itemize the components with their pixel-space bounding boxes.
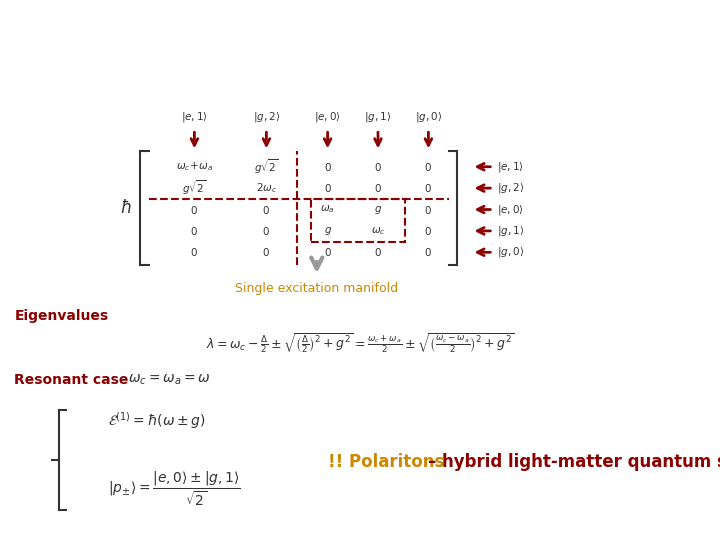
Text: $|e,1\rangle$: $|e,1\rangle$ (497, 160, 523, 174)
Text: $0$: $0$ (324, 246, 331, 258)
Text: $\hbar$: $\hbar$ (120, 199, 132, 217)
Text: $0$: $0$ (191, 225, 198, 237)
Text: $g\sqrt{2}$: $g\sqrt{2}$ (254, 158, 279, 176)
Text: $0$: $0$ (374, 161, 382, 173)
Text: $|g,1\rangle$: $|g,1\rangle$ (497, 224, 524, 238)
Text: !! Polaritons: !! Polaritons (328, 453, 444, 471)
Text: $|g,0\rangle$: $|g,0\rangle$ (415, 111, 442, 125)
Text: $|e,0\rangle$: $|e,0\rangle$ (314, 111, 341, 125)
Text: $g$: $g$ (374, 204, 382, 215)
Text: $0$: $0$ (191, 204, 198, 215)
Text: $0$: $0$ (374, 246, 382, 258)
Text: $\omega_c\!+\!\omega_a$: $\omega_c\!+\!\omega_a$ (176, 160, 213, 173)
Text: $0$: $0$ (324, 182, 331, 194)
Text: $|g,0\rangle$: $|g,0\rangle$ (497, 245, 524, 259)
Text: $g$: $g$ (323, 225, 332, 237)
Text: $|g,1\rangle$: $|g,1\rangle$ (364, 111, 392, 125)
Text: $0$: $0$ (425, 161, 432, 173)
Text: $0$: $0$ (425, 225, 432, 237)
Text: $\omega_c = \omega_a = \omega$: $\omega_c = \omega_a = \omega$ (128, 373, 210, 387)
Text: $0$: $0$ (425, 246, 432, 258)
Text: $0$: $0$ (263, 225, 270, 237)
Text: Eigenvalues: Eigenvalues (14, 309, 109, 323)
Text: $|g,2\rangle$: $|g,2\rangle$ (497, 181, 524, 195)
Text: $|e,0\rangle$: $|e,0\rangle$ (497, 202, 523, 217)
Text: $2\omega_c$: $2\omega_c$ (256, 181, 277, 195)
Text: $|e,1\rangle$: $|e,1\rangle$ (181, 111, 208, 125)
Text: $\omega_c$: $\omega_c$ (371, 225, 385, 237)
Text: $\omega_a$: $\omega_a$ (320, 204, 335, 215)
Text: $\mathcal{E}^{(1)} = \hbar(\omega \pm g)$: $\mathcal{E}^{(1)} = \hbar(\omega \pm g)… (108, 410, 206, 431)
Text: $0$: $0$ (324, 161, 331, 173)
Text: $0$: $0$ (425, 182, 432, 194)
Text: $0$: $0$ (191, 246, 198, 258)
Text: $0$: $0$ (263, 246, 270, 258)
Text: – hybrid light-matter quantum states: – hybrid light-matter quantum states (428, 453, 720, 471)
Text: The Jaynes-Cummings Hamiltonian: The Jaynes-Cummings Hamiltonian (7, 15, 446, 39)
Text: $|g,2\rangle$: $|g,2\rangle$ (253, 111, 280, 125)
Text: $g\sqrt{2}$: $g\sqrt{2}$ (182, 179, 207, 198)
Text: $0$: $0$ (374, 182, 382, 194)
Bar (311, 199, 405, 241)
Text: $|p_{\pm}\rangle = \dfrac{|e,0\rangle \pm |g,1\rangle}{\sqrt{2}}$: $|p_{\pm}\rangle = \dfrac{|e,0\rangle \p… (108, 470, 241, 508)
Text: $0$: $0$ (425, 204, 432, 215)
Text: $0$: $0$ (263, 204, 270, 215)
Text: Single excitation manifold: Single excitation manifold (235, 282, 398, 295)
Text: $\lambda = \omega_c - \frac{\Delta}{2} \pm \sqrt{\left(\frac{\Delta}{2}\right)^2: $\lambda = \omega_c - \frac{\Delta}{2} \… (206, 332, 514, 355)
Text: Resonant case: Resonant case (14, 373, 129, 387)
